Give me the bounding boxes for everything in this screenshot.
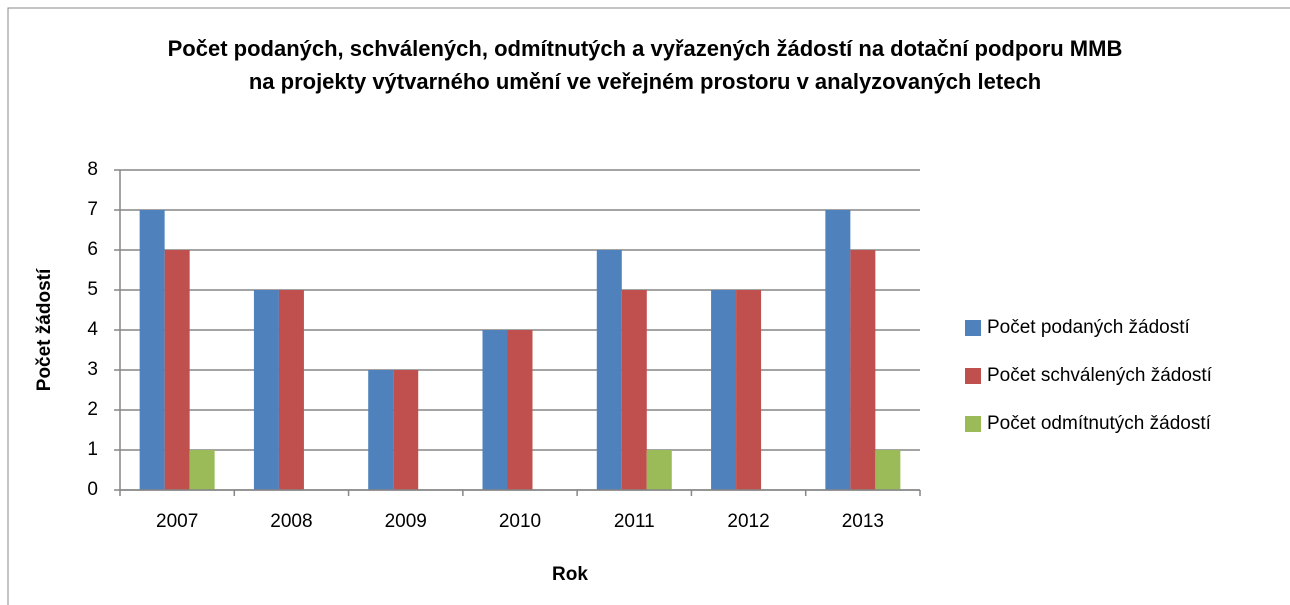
x-tick-label: 2012 — [727, 511, 769, 532]
x-tick-label: 2009 — [385, 511, 427, 532]
legend-label: Počet odmítnutých žádostí — [987, 413, 1212, 434]
y-axis-label: Počet žádostí — [34, 268, 55, 391]
legend-swatch — [965, 416, 981, 432]
chart-title: Počet podaných, schválených, odmítnutých… — [167, 36, 1123, 94]
y-tick-label: 3 — [87, 359, 98, 380]
bar — [482, 330, 508, 490]
y-tick-label: 5 — [87, 279, 98, 300]
bar — [393, 370, 419, 490]
bar — [711, 290, 737, 490]
bar — [825, 210, 851, 490]
legend-label: Počet schválených žádostí — [987, 365, 1213, 386]
bar — [850, 250, 876, 490]
y-tick-label: 6 — [87, 239, 98, 260]
y-tick-label: 8 — [87, 159, 98, 180]
bar — [368, 370, 394, 490]
legend-label: Počet podaných žádostí — [987, 317, 1191, 338]
bar — [736, 290, 762, 490]
x-tick-label: 2010 — [499, 511, 541, 532]
y-tick-label: 2 — [87, 399, 98, 420]
chart-border — [7, 7, 1290, 605]
bar — [189, 450, 215, 490]
bar — [278, 290, 304, 490]
legend-swatch — [965, 320, 981, 336]
x-tick-label: 2007 — [156, 511, 198, 532]
bar — [253, 290, 279, 490]
bar — [596, 250, 622, 490]
bar — [164, 250, 190, 490]
x-tick-label: 2013 — [842, 511, 884, 532]
bar — [875, 450, 901, 490]
legend-swatch — [965, 368, 981, 384]
bar — [621, 290, 647, 490]
bar — [646, 450, 672, 490]
y-tick-label: 7 — [87, 199, 98, 220]
y-tick-label: 0 — [87, 479, 98, 500]
bar — [139, 210, 165, 490]
y-tick-label: 4 — [87, 319, 98, 340]
x-tick-label: 2011 — [614, 511, 655, 532]
x-axis-label: Rok — [552, 564, 588, 585]
y-tick-label: 1 — [87, 439, 98, 460]
bar — [507, 330, 533, 490]
x-tick-label: 2008 — [270, 511, 312, 532]
